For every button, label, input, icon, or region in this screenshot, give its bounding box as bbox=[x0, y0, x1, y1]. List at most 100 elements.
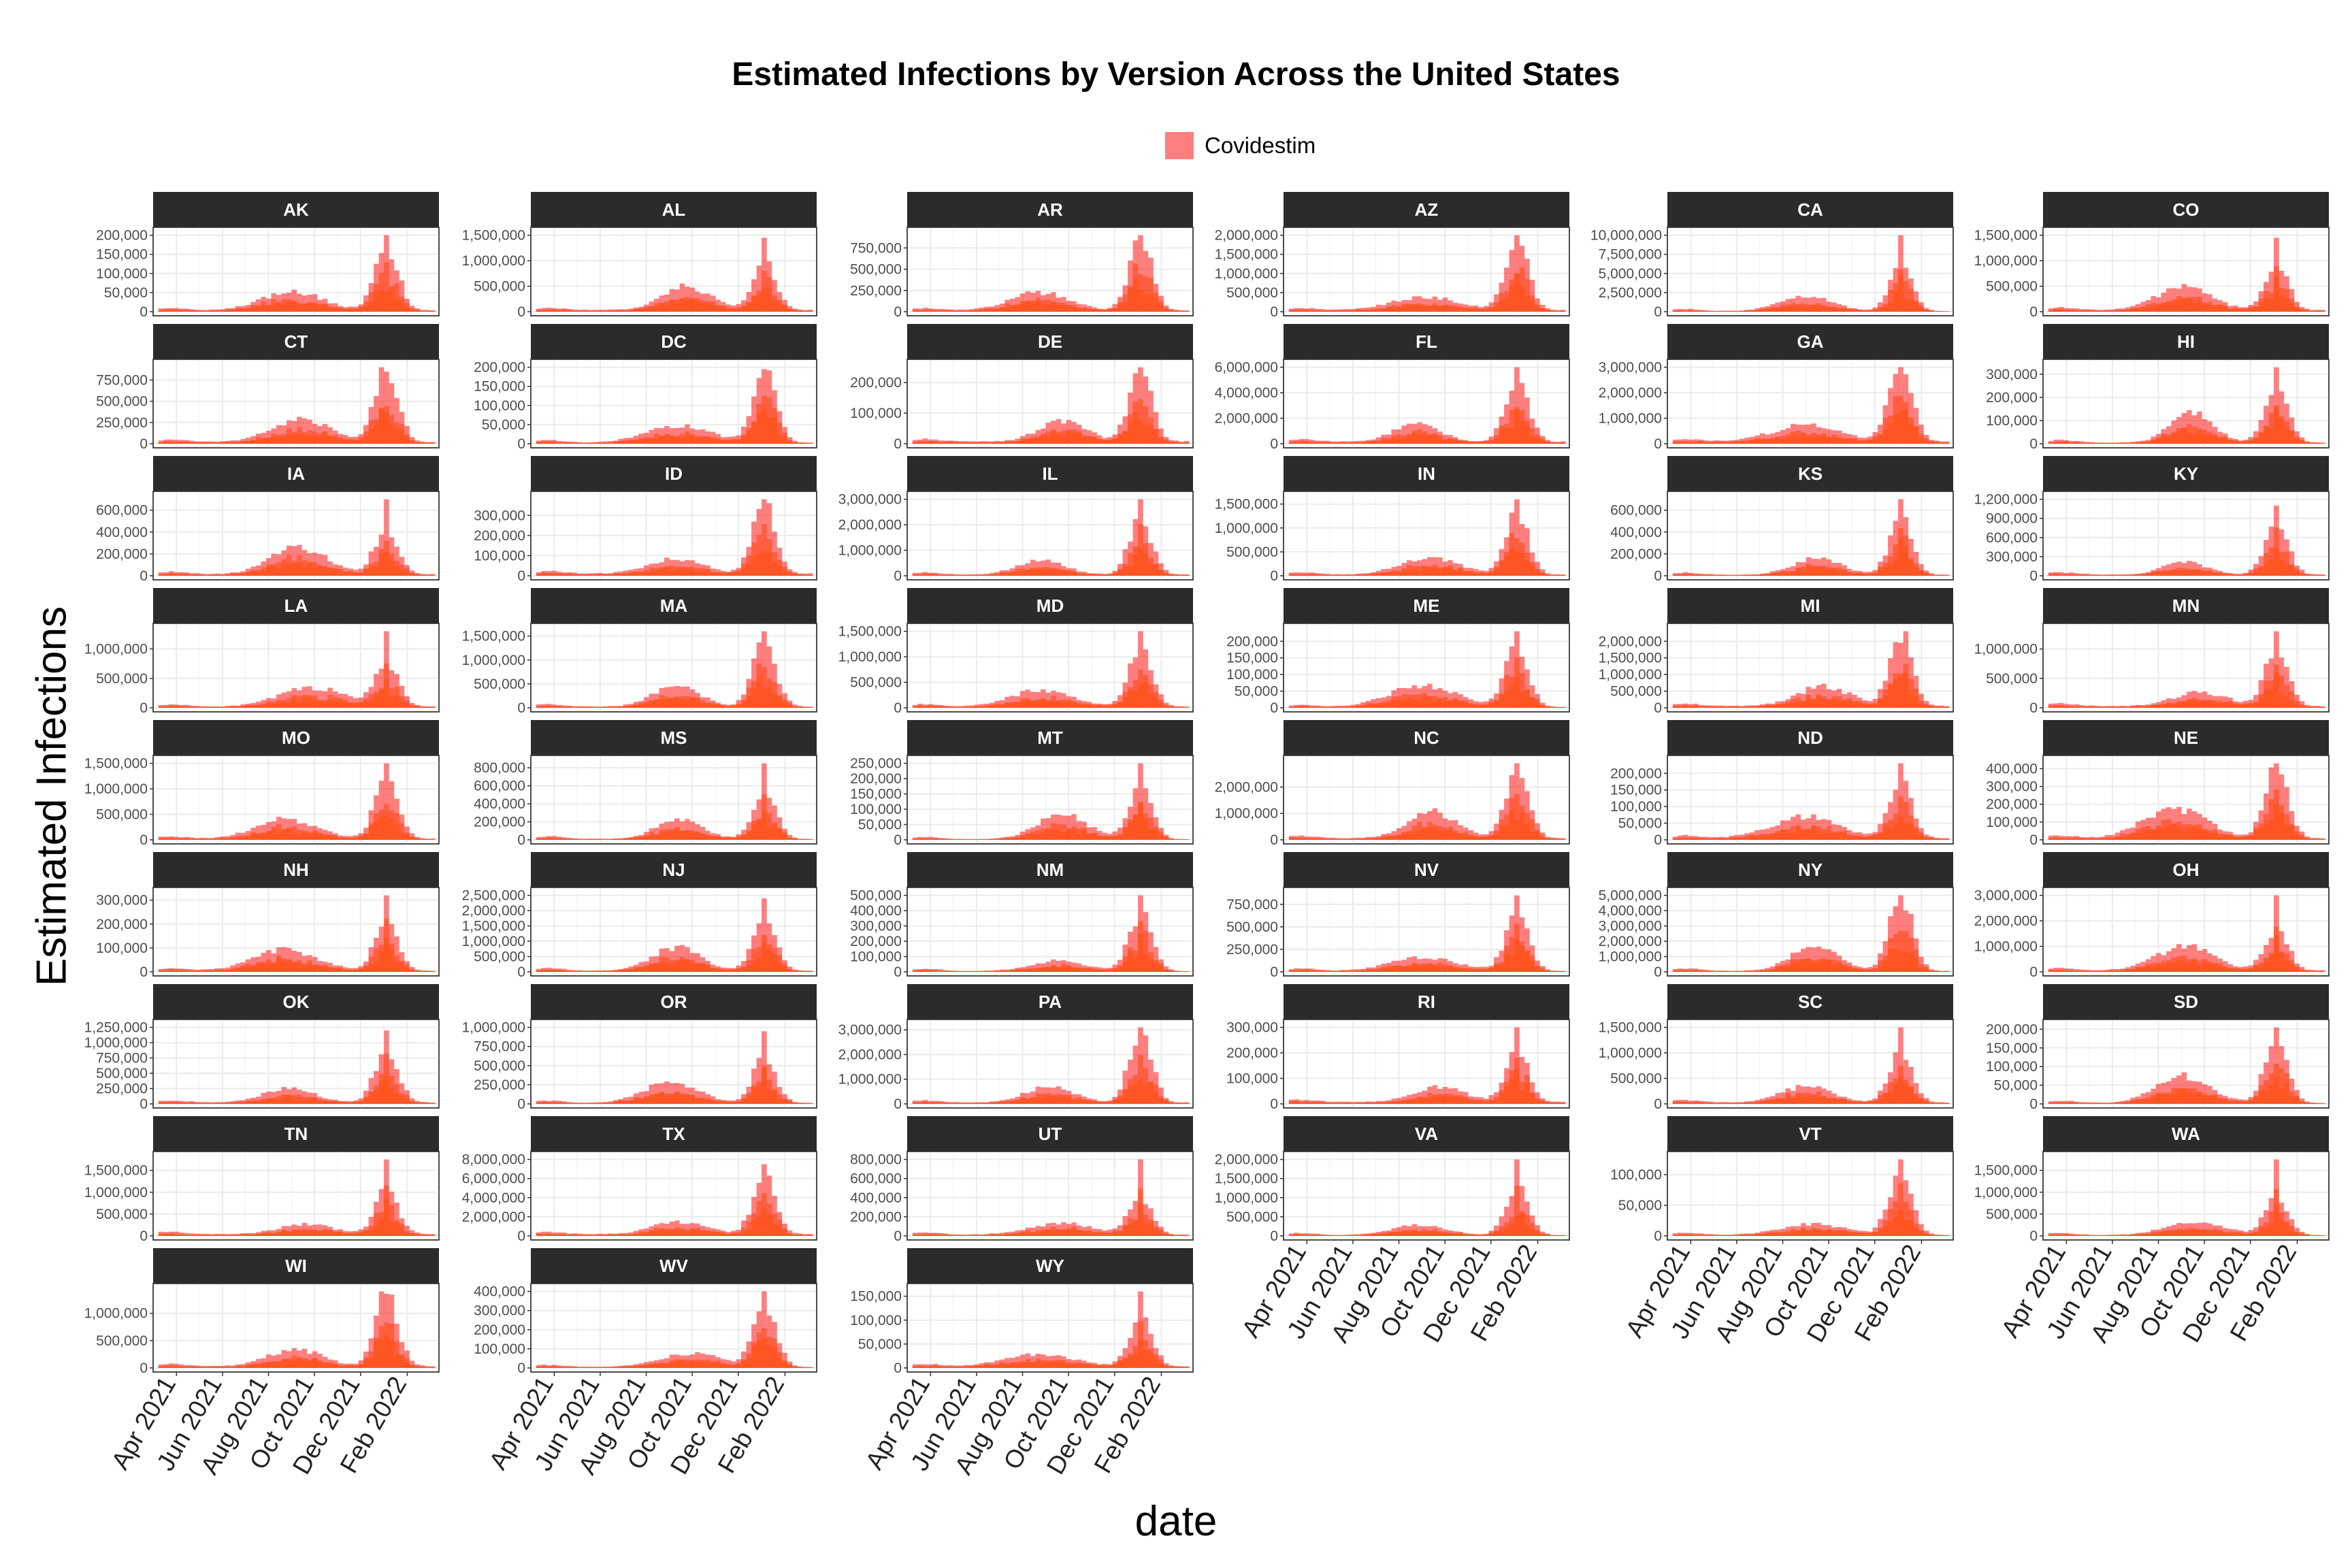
y-tick-label: 150,000 bbox=[850, 787, 902, 802]
y-tick-label: 1,000,000 bbox=[462, 1020, 525, 1036]
y-tick-label: 500,000 bbox=[474, 279, 525, 295]
y-tick-label: 200,000 bbox=[474, 360, 525, 376]
y-tick-label: 1,000,000 bbox=[1215, 806, 1278, 821]
y-tick-label: 0 bbox=[894, 436, 902, 452]
facet-strip-label: NM bbox=[1036, 860, 1064, 880]
y-tick-label: 1,000,000 bbox=[1599, 411, 1662, 427]
facet-panel-ak: AK 0 50,000 100,000 150,000 200,000 bbox=[96, 192, 440, 320]
facet-panel-ky: KY 0 300,000 600,000 900,000 1,200,000 bbox=[1974, 456, 2330, 584]
y-tick-label: 1,200,000 bbox=[1974, 492, 2038, 508]
y-tick-label: 500,000 bbox=[96, 1066, 148, 1081]
facet-panel-la: LA 0 500,000 1,000,000 bbox=[84, 588, 440, 716]
facet-panel-sc: SC 0 500,000 1,000,000 1,500,000 bbox=[1599, 984, 1954, 1112]
series-covidestim bbox=[1672, 763, 1950, 840]
facet-strip-label: IA bbox=[287, 463, 305, 484]
y-tick-label: 500,000 bbox=[850, 262, 902, 278]
y-tick-label: 150,000 bbox=[1226, 651, 1278, 666]
y-tick-label: 0 bbox=[2029, 1228, 2038, 1244]
series-covidestim bbox=[2048, 763, 2325, 840]
facet-strip bbox=[153, 984, 439, 1019]
y-tick-label: 750,000 bbox=[1226, 897, 1278, 913]
y-tick-label: 300,000 bbox=[850, 919, 902, 934]
y-tick-label: 0 bbox=[2029, 832, 2038, 848]
facet-panel-il: IL 0 1,000,000 2,000,000 3,000,000 bbox=[838, 456, 1194, 584]
y-tick-label: 50,000 bbox=[1618, 816, 1662, 832]
y-tick-label: 0 bbox=[1270, 568, 1278, 584]
facet-panel-mn: MN 0 500,000 1,000,000 bbox=[1974, 588, 2330, 716]
y-tick-label: 1,000,000 bbox=[838, 543, 902, 559]
facet-strip-label: TN bbox=[284, 1124, 308, 1144]
y-tick-label: 500,000 bbox=[1226, 919, 1278, 935]
series-covidestim bbox=[912, 367, 1190, 444]
y-tick-label: 2,000,000 bbox=[1215, 411, 1278, 427]
y-tick-label: 0 bbox=[517, 832, 525, 848]
y-tick-label: 200,000 bbox=[474, 1322, 525, 1338]
series-covidestim bbox=[912, 1291, 1190, 1368]
series-covidestim bbox=[158, 895, 436, 972]
y-tick-label: 200,000 bbox=[1986, 1022, 2038, 1037]
facet-strip bbox=[531, 984, 817, 1019]
facet-strip bbox=[531, 192, 817, 227]
series-covidestim bbox=[536, 1031, 813, 1104]
y-tick-label: 1,000,000 bbox=[462, 653, 525, 668]
facet-panel-mo: MO 0 500,000 1,000,000 1,500,000 bbox=[84, 720, 440, 848]
facet-strip-label: ND bbox=[1797, 728, 1823, 748]
y-tick-label: 500,000 bbox=[96, 671, 148, 687]
y-tick-label: 7,500,000 bbox=[1599, 247, 1662, 263]
y-tick-label: 0 bbox=[894, 964, 902, 980]
y-tick-label: 2,000,000 bbox=[838, 1047, 902, 1062]
facet-strip-label: KS bbox=[1798, 463, 1823, 484]
y-tick-label: 500,000 bbox=[850, 888, 902, 904]
series-covidestim bbox=[158, 1159, 436, 1236]
y-tick-label: 2,000,000 bbox=[462, 1209, 525, 1225]
facet-panel-ia: IA 0 200,000 400,000 600,000 bbox=[96, 456, 440, 584]
chart-title: Estimated Infections by Version Across t… bbox=[732, 56, 1620, 93]
series-covidestim bbox=[2048, 895, 2325, 972]
series-covidestim bbox=[912, 235, 1190, 312]
y-tick-label: 0 bbox=[1654, 700, 1662, 716]
facet-strip bbox=[153, 588, 439, 623]
y-tick-label: 100,000 bbox=[474, 398, 525, 414]
y-tick-label: 200,000 bbox=[1986, 797, 2038, 813]
y-tick-label: 200,000 bbox=[1226, 1045, 1278, 1061]
y-tick-label: 1,000,000 bbox=[1599, 667, 1662, 683]
y-tick-label: 1,500,000 bbox=[838, 624, 902, 640]
y-tick-label: 1,500,000 bbox=[1215, 1171, 1278, 1187]
facet-strip-label: NV bbox=[1414, 860, 1439, 880]
y-tick-label: 8,000,000 bbox=[462, 1152, 525, 1168]
facet-strip bbox=[1667, 456, 1953, 491]
facet-strip bbox=[531, 1248, 817, 1284]
y-tick-label: 100,000 bbox=[96, 941, 148, 956]
y-tick-label: 0 bbox=[1270, 304, 1278, 320]
y-tick-label: 600,000 bbox=[1610, 503, 1662, 519]
facet-strip bbox=[2043, 852, 2329, 887]
facet-strip bbox=[907, 720, 1193, 755]
y-tick-label: 0 bbox=[517, 964, 525, 980]
y-tick-label: 100,000 bbox=[850, 802, 902, 817]
facet-panel-id: ID 0 100,000 200,000 300,000 bbox=[474, 456, 817, 584]
y-tick-label: 500,000 bbox=[474, 1058, 525, 1074]
y-tick-label: 100,000 bbox=[850, 949, 902, 965]
y-tick-label: 1,000,000 bbox=[1215, 266, 1278, 282]
y-tick-label: 200,000 bbox=[474, 815, 525, 830]
series-covidestim bbox=[912, 763, 1190, 840]
y-tick-label: 600,000 bbox=[96, 503, 148, 519]
facet-strip bbox=[153, 1116, 439, 1152]
y-tick-label: 4,000,000 bbox=[1215, 385, 1278, 401]
facet-strip-label: WV bbox=[659, 1256, 689, 1276]
facet-strip bbox=[907, 456, 1193, 491]
y-tick-label: 250,000 bbox=[474, 1077, 525, 1093]
facet-strip-label: VT bbox=[1799, 1124, 1821, 1144]
y-tick-label: 0 bbox=[517, 568, 525, 584]
facet-strip-label: MO bbox=[282, 728, 310, 748]
series-covidestim bbox=[1672, 1159, 1950, 1236]
y-tick-label: 250,000 bbox=[96, 1081, 148, 1097]
y-tick-label: 0 bbox=[140, 700, 148, 716]
y-tick-label: 500,000 bbox=[1610, 1071, 1662, 1087]
y-tick-label: 500,000 bbox=[96, 1207, 148, 1222]
series-covidestim bbox=[912, 499, 1190, 576]
series-covidestim bbox=[2048, 1027, 2325, 1104]
y-tick-label: 0 bbox=[2029, 436, 2038, 452]
